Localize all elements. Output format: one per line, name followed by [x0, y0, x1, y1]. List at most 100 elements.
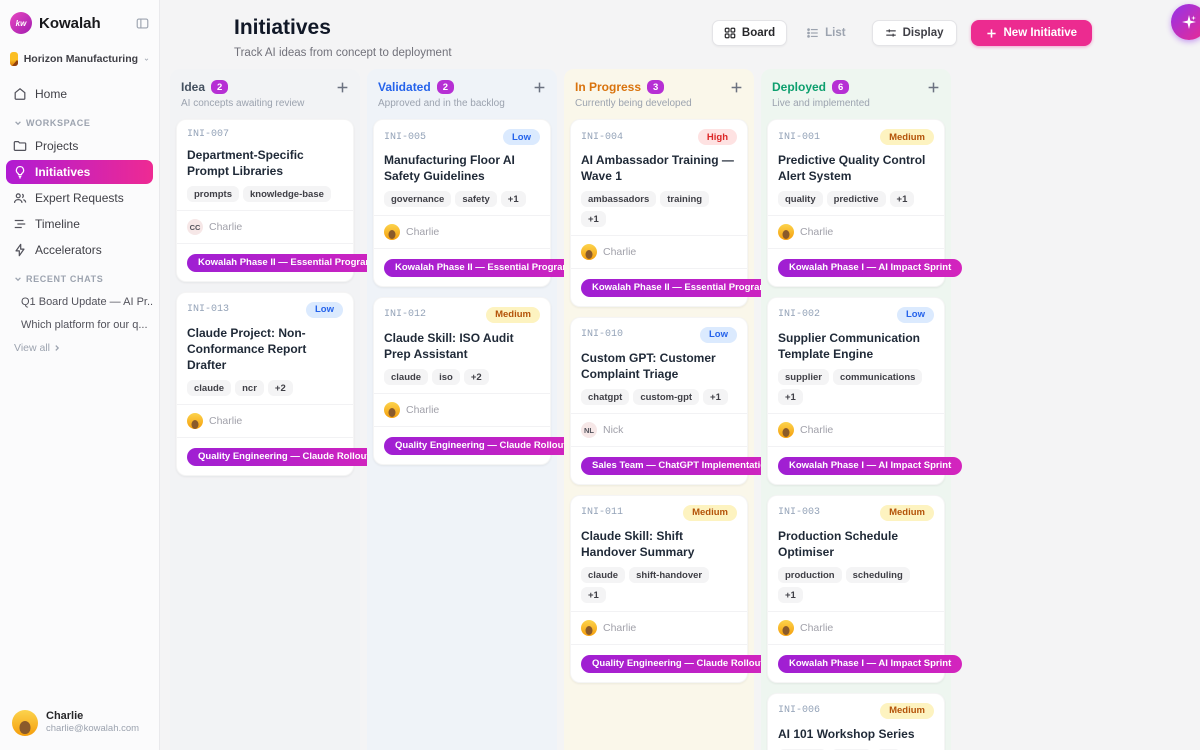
brand-row: kw Kowalah	[0, 0, 159, 34]
card-id: INI-002	[778, 309, 821, 321]
user-name: Charlie	[46, 710, 84, 723]
tag-pill[interactable]: training	[660, 191, 710, 208]
sidebar-item-initiatives[interactable]: Initiatives	[6, 160, 153, 184]
tag-pill[interactable]: +2	[463, 369, 489, 386]
tag-pill[interactable]: ai-101	[830, 748, 872, 750]
sidebar-item-home[interactable]: Home	[6, 82, 153, 106]
tag-pill[interactable]: +1	[889, 191, 915, 208]
board-view-button[interactable]: Board	[711, 20, 788, 46]
sidebar-item-timeline[interactable]: Timeline	[6, 212, 153, 236]
view-all-link[interactable]: View all	[6, 336, 153, 360]
recent-chat-item[interactable]: Which platform for our q...	[6, 313, 153, 336]
tag-pill[interactable]: custom-gpt	[633, 389, 700, 406]
programme-badge[interactable]: Kowalah Phase I — AI Impact Sprint	[778, 258, 963, 277]
divider	[571, 611, 747, 613]
tag-pill[interactable]: shift-handover	[629, 567, 710, 584]
add-card-button[interactable]	[927, 81, 940, 94]
org-logo-icon	[10, 52, 18, 66]
card-tags: trainingai-101+1	[778, 748, 934, 750]
programme-badge[interactable]: Kowalah Phase II — Essential Programme	[384, 258, 596, 277]
tag-pill[interactable]: safety	[455, 191, 497, 208]
initiative-card[interactable]: INI-005 Low Manufacturing Floor AI Safet…	[373, 119, 596, 287]
tag-pill[interactable]: +2	[267, 380, 293, 397]
tag-pill[interactable]: +1	[703, 389, 728, 406]
card-id: INI-013	[187, 304, 230, 316]
programme-badge[interactable]: Quality Engineering — Claude Rollout	[581, 654, 775, 673]
display-button[interactable]: Display	[871, 20, 957, 46]
assignee-name: Nick	[603, 424, 624, 437]
initiative-card[interactable]: INI-001 Medium Predictive Quality Contro…	[767, 119, 963, 287]
tag-pill[interactable]: ncr	[235, 380, 264, 397]
bolt-icon	[15, 243, 25, 257]
tag-pill[interactable]: iso	[432, 369, 460, 386]
user-avatar	[12, 710, 38, 736]
add-card-button[interactable]	[336, 81, 349, 94]
column-cards: INI-007 Department-Specific Prompt Libra…	[176, 119, 399, 476]
card-id: INI-001	[778, 131, 821, 143]
tag-pill[interactable]: +1	[581, 587, 606, 604]
sidebar-user[interactable]: Charlie charlie@kowalah.com	[0, 698, 159, 750]
tag-pill[interactable]: supplier	[778, 369, 829, 386]
programme-badge[interactable]: Sales Team — ChatGPT Implementation	[581, 456, 783, 475]
tag-pill[interactable]: predictive	[826, 191, 886, 208]
tag-pill[interactable]: claude	[187, 380, 232, 397]
plus-icon	[731, 82, 742, 92]
initiative-card[interactable]: INI-002 Low Supplier Communication Templ…	[767, 296, 963, 485]
org-switcher[interactable]: Horizon Manufacturing	[0, 52, 159, 66]
tag-pill[interactable]: communications	[832, 369, 923, 386]
add-card-button[interactable]	[730, 81, 743, 94]
tag-pill[interactable]: ambassadors	[581, 191, 657, 208]
column: Deployed 6 Live and implemented INI-001 …	[761, 69, 963, 750]
add-card-button[interactable]	[533, 81, 546, 94]
tag-pill[interactable]: prompts	[187, 186, 239, 203]
initiative-card[interactable]: INI-003 Medium Production Schedule Optim…	[767, 494, 963, 683]
tag-pill[interactable]: +1	[581, 211, 606, 228]
tag-pill[interactable]: quality	[778, 191, 823, 208]
workspace-section-label[interactable]: WORKSPACE	[6, 118, 153, 128]
programme-badge[interactable]: Kowalah Phase II — Essential Programme	[581, 278, 793, 297]
card-id: INI-005	[384, 131, 427, 143]
sidebar-item-expert-requests[interactable]: Expert Requests	[6, 186, 153, 210]
new-initiative-button[interactable]: New Initiative	[970, 20, 1092, 46]
programme-badge[interactable]: Quality Engineering — Claude Rollout	[384, 436, 578, 455]
programme-badge[interactable]: Kowalah Phase II — Essential Programme	[187, 253, 399, 272]
assignee-name: Charlie	[800, 622, 834, 635]
initiative-card[interactable]: INI-011 Medium Claude Skill: Shift Hando…	[570, 494, 775, 683]
assignee-avatar	[581, 620, 597, 637]
programme-badge[interactable]: Kowalah Phase I — AI Impact Sprint	[778, 456, 963, 475]
tag-pill[interactable]: scheduling	[845, 567, 910, 584]
programme-badge[interactable]: Quality Engineering — Claude Rollout	[187, 447, 381, 466]
sidebar-item-accelerators[interactable]: Accelerators	[6, 238, 153, 262]
tag-pill[interactable]: training	[778, 748, 827, 750]
recent-chat-item[interactable]: Q1 Board Update — AI Pr...	[6, 290, 153, 313]
sliders-icon	[885, 29, 896, 37]
tag-pill[interactable]: knowledge-base	[243, 186, 331, 203]
initiative-card[interactable]: INI-006 Medium AI 101 Workshop Series tr…	[767, 692, 945, 750]
new-initiative-label: New Initiative	[1003, 27, 1078, 39]
programme-badge[interactable]: Kowalah Phase I — AI Impact Sprint	[778, 654, 963, 673]
tag-pill[interactable]: +1	[778, 587, 803, 604]
initiative-card[interactable]: INI-010 Low Custom GPT: Customer Complai…	[570, 316, 783, 485]
list-view-button[interactable]: List	[795, 20, 857, 46]
priority-badge: Medium	[683, 504, 737, 521]
initiative-card[interactable]: INI-004 High AI Ambassador Training — Wa…	[570, 119, 793, 307]
tag-pill[interactable]: claude	[581, 567, 626, 584]
tag-pill[interactable]: +1	[778, 389, 803, 406]
column-title: Deployed	[772, 80, 827, 94]
tag-pill[interactable]: chatgpt	[581, 389, 630, 406]
tag-pill[interactable]: claude	[384, 369, 429, 386]
tag-pill[interactable]: +1	[875, 748, 901, 750]
assistant-fab-button[interactable]	[1171, 4, 1200, 40]
tag-pill[interactable]: +1	[500, 191, 526, 208]
column-subtitle: Approved and in the backlog	[378, 98, 505, 109]
priority-badge: Low	[503, 129, 540, 145]
tag-pill[interactable]: governance	[384, 191, 452, 208]
initiative-card[interactable]: INI-007 Department-Specific Prompt Libra…	[176, 119, 399, 282]
initiative-card[interactable]: INI-013 Low Claude Project: Non-Conforma…	[176, 291, 381, 476]
sidebar-item-projects[interactable]: Projects	[6, 134, 153, 158]
priority-badge: Low	[897, 306, 934, 323]
sidebar-collapse-icon[interactable]	[136, 17, 149, 30]
tag-pill[interactable]: production	[778, 567, 842, 584]
initiative-card[interactable]: INI-012 Medium Claude Skill: ISO Audit P…	[373, 296, 578, 465]
recent-chats-section-label[interactable]: RECENT CHATS	[6, 274, 153, 284]
